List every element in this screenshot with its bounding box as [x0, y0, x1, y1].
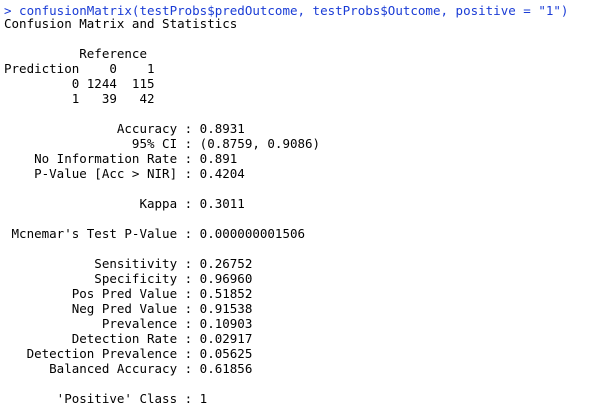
output-line: Mcnemar's Test P-Value : 0.000000001506 — [4, 226, 306, 241]
output-line: 95% CI : (0.8759, 0.9086) — [4, 136, 321, 151]
command-line: > confusionMatrix(testProbs$predOutcome,… — [4, 3, 569, 18]
output-line: Detection Rate : 0.02917 — [4, 331, 253, 346]
output-line: Neg Pred Value : 0.91538 — [4, 301, 253, 316]
output-line: No Information Rate : 0.891 — [4, 151, 238, 166]
output-line: Confusion Matrix and Statistics — [4, 16, 238, 31]
output-line: Reference — [4, 46, 147, 61]
output-line: Specificity : 0.96960 — [4, 271, 253, 286]
output-line: Sensitivity : 0.26752 — [4, 256, 253, 271]
output-line: Detection Prevalence : 0.05625 — [4, 346, 253, 361]
output-line: Balanced Accuracy : 0.61856 — [4, 361, 253, 376]
output-line: Prevalence : 0.10903 — [4, 316, 253, 331]
output-line: Kappa : 0.3011 — [4, 196, 245, 211]
output-line: 0 1244 115 — [4, 76, 155, 91]
output-line: 1 39 42 — [4, 91, 155, 106]
output-line: Prediction 0 1 — [4, 61, 155, 76]
output-line: 'Positive' Class : 1 — [4, 391, 208, 406]
output-line: Pos Pred Value : 0.51852 — [4, 286, 253, 301]
output-line: P-Value [Acc > NIR] : 0.4204 — [4, 166, 245, 181]
output-line: Accuracy : 0.8931 — [4, 121, 245, 136]
